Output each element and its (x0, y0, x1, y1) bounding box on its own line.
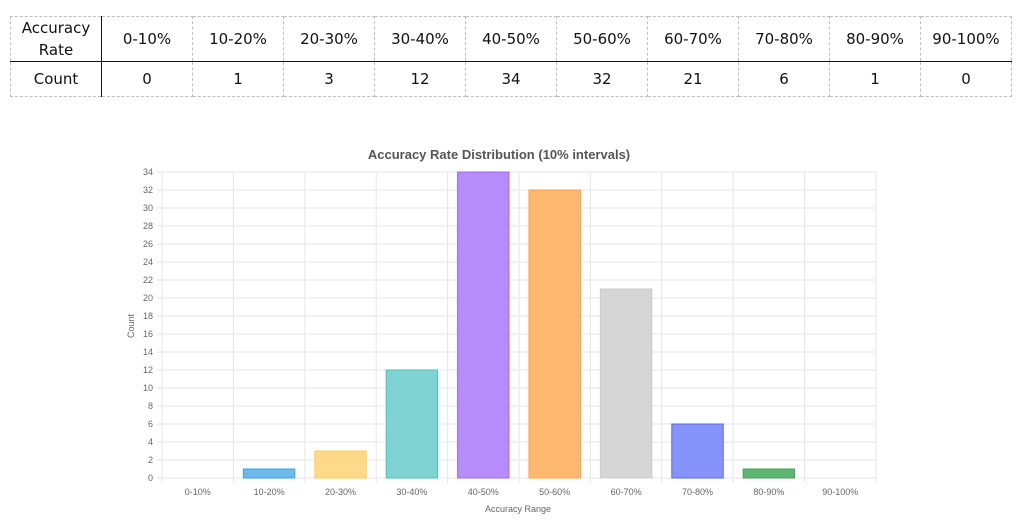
y-tick-label: 6 (148, 419, 153, 429)
x-tick-label: 30-40% (396, 487, 427, 497)
accuracy-table: Accuracy Rate 0-10% 10-20% 20-30% 30-40%… (10, 16, 1012, 97)
table-header-row: Accuracy Rate 0-10% 10-20% 20-30% 30-40%… (10, 16, 1012, 62)
y-tick-label: 22 (143, 275, 153, 285)
y-tick-label: 28 (143, 221, 153, 231)
accuracy-distribution-chart: Accuracy Rate Distribution (10% interval… (120, 140, 900, 529)
y-tick-label: 32 (143, 185, 153, 195)
table-cell-bin: 70-80% (738, 16, 830, 62)
y-tick-label: 14 (143, 347, 153, 357)
y-tick-label: 8 (148, 401, 153, 411)
chart-title: Accuracy Rate Distribution (10% interval… (368, 147, 630, 162)
chart-grid (157, 171, 877, 483)
y-tick-label: 12 (143, 365, 153, 375)
bar (242, 468, 296, 479)
bar (599, 288, 653, 479)
y-axis-title: Count (126, 314, 136, 339)
chart-svg: Accuracy Rate Distribution (10% interval… (126, 147, 877, 514)
x-tick-label: 40-50% (468, 487, 499, 497)
x-tick-label: 90-100% (822, 487, 858, 497)
y-tick-label: 2 (148, 455, 153, 465)
table-cell-count: 1 (192, 61, 284, 97)
x-tick-label: 10-20% (254, 487, 285, 497)
bar (314, 450, 367, 479)
y-tick-label: 20 (143, 293, 153, 303)
y-tick-label: 18 (143, 311, 153, 321)
chart-bars (242, 171, 796, 479)
table-cell-count: 34 (465, 61, 557, 97)
chart-x-ticks: 0-10% 10-20% 20-30% 30-40% 40-50% 50-60% 60-70… (185, 487, 859, 497)
x-tick-label: 50-60% (539, 487, 570, 497)
y-tick-label: 16 (143, 329, 153, 339)
table-cell-count: 0 (920, 61, 1012, 97)
x-tick-label: 0-10% (185, 487, 211, 497)
table-cell-count: 0 (101, 61, 193, 97)
bar (528, 189, 581, 479)
y-tick-label: 24 (143, 257, 153, 267)
table-cell-bin: 50-60% (556, 16, 648, 62)
y-tick-label: 4 (148, 437, 153, 447)
table-cell-count: 3 (283, 61, 375, 97)
table-cell-bin: 40-50% (465, 16, 557, 62)
row-header-count: Count (10, 61, 102, 97)
table-cell-count: 12 (374, 61, 466, 97)
x-axis-title: Accuracy Range (485, 504, 551, 514)
table-cell-count: 32 (556, 61, 648, 97)
bar (671, 423, 724, 479)
y-tick-label: 10 (143, 383, 153, 393)
table-cell-bin: 10-20% (192, 16, 284, 62)
table-cell-count: 1 (829, 61, 921, 97)
bar (385, 369, 439, 479)
table-cell-bin: 30-40% (374, 16, 466, 62)
table-cell-bin: 90-100% (920, 16, 1012, 62)
x-tick-label: 80-90% (753, 487, 784, 497)
x-tick-label: 20-30% (325, 487, 356, 497)
bar (742, 468, 796, 479)
table-count-row: Count 0 1 3 12 34 32 21 6 1 0 (10, 61, 1012, 97)
bar (457, 171, 510, 479)
y-tick-label: 34 (143, 167, 153, 177)
table-cell-bin: 60-70% (647, 16, 739, 62)
table-cell-bin: 0-10% (101, 16, 193, 62)
x-tick-label: 70-80% (682, 487, 713, 497)
y-tick-label: 26 (143, 239, 153, 249)
y-tick-label: 0 (148, 473, 153, 483)
row-header-accuracy-rate: Accuracy Rate (10, 16, 102, 62)
y-tick-label: 30 (143, 203, 153, 213)
table-cell-bin: 20-30% (283, 16, 375, 62)
x-tick-label: 60-70% (611, 487, 642, 497)
table-cell-count: 6 (738, 61, 830, 97)
table-cell-bin: 80-90% (829, 16, 921, 62)
table-cell-count: 21 (647, 61, 739, 97)
